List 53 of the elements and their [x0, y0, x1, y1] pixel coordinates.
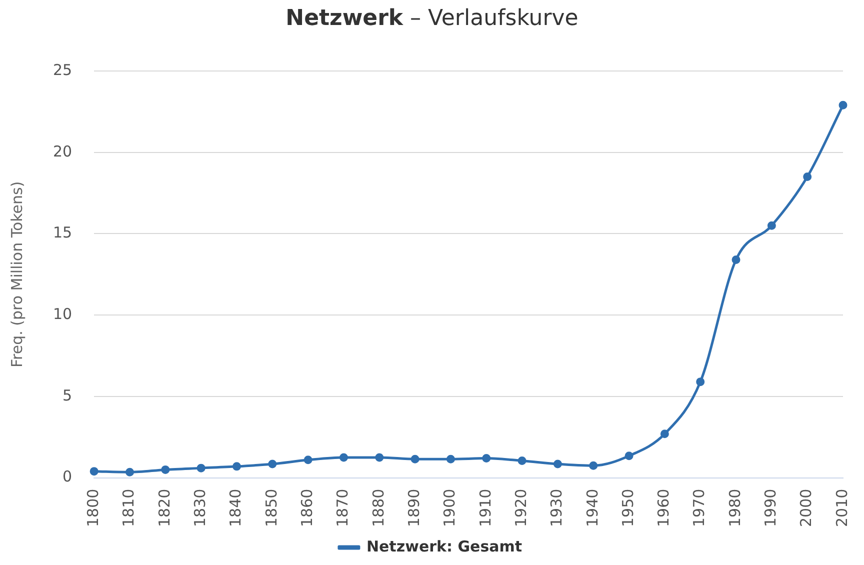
point	[732, 256, 740, 264]
x-tick-label: 2010	[832, 488, 851, 528]
x-tick-label: 1820	[155, 488, 174, 528]
point	[589, 461, 598, 470]
point	[446, 454, 455, 464]
x-tick-label: 1910	[476, 488, 494, 528]
point	[518, 456, 526, 465]
chart-title: Netzwerk – Verlaufskurve	[284, 6, 580, 31]
x-tick-label: 1980	[726, 488, 744, 528]
point	[803, 172, 812, 182]
x-tick-label: 1850	[262, 488, 280, 528]
point	[126, 468, 134, 476]
x-tick-label: 1890	[404, 488, 423, 528]
x-tick-label: 1970	[690, 488, 708, 528]
x-tick-label: 1920	[512, 488, 530, 528]
x-tick-label: 1830	[190, 488, 209, 528]
point	[304, 456, 312, 464]
legend-label: Netzwerk: Gesamt	[366, 537, 522, 556]
x-tick-label: 1900	[440, 488, 459, 528]
x-tick-label: 2000	[797, 488, 816, 528]
point	[268, 460, 277, 468]
y-axis-title: Freq. (pro Million Tokens)	[8, 181, 26, 368]
point	[375, 453, 384, 462]
point	[232, 462, 241, 471]
point	[161, 465, 170, 474]
x-tick-label: 1880	[369, 488, 388, 528]
x-tick-label: 1870	[334, 488, 352, 528]
point	[410, 454, 420, 464]
point	[696, 378, 705, 386]
point	[767, 221, 776, 230]
point	[339, 453, 348, 462]
y-tick-label: 0	[62, 468, 72, 486]
point	[553, 460, 562, 468]
point	[624, 452, 634, 460]
x-tick-label: 1800	[84, 488, 102, 528]
y-tick-label: 15	[52, 224, 72, 242]
y-tick-label: 10	[52, 304, 72, 323]
x-tick-label: 1860	[298, 488, 316, 528]
x-tick-label: 1940	[583, 488, 602, 528]
x-tick-label: 1840	[226, 488, 245, 528]
y-tick-label: 20	[52, 142, 72, 160]
x-tick-label: 1810	[120, 488, 138, 528]
y-tick-label: 5	[62, 386, 72, 404]
point	[660, 430, 669, 438]
x-tick-label: 1950	[618, 488, 637, 528]
point	[90, 467, 98, 476]
x-tick-label: 1990	[762, 488, 780, 528]
y-tick-label: 25	[52, 60, 72, 79]
x-tick-label: 1930	[548, 488, 566, 528]
point	[838, 100, 848, 110]
point	[482, 454, 491, 463]
point	[196, 464, 206, 472]
x-tick-label: 1960	[654, 488, 673, 528]
